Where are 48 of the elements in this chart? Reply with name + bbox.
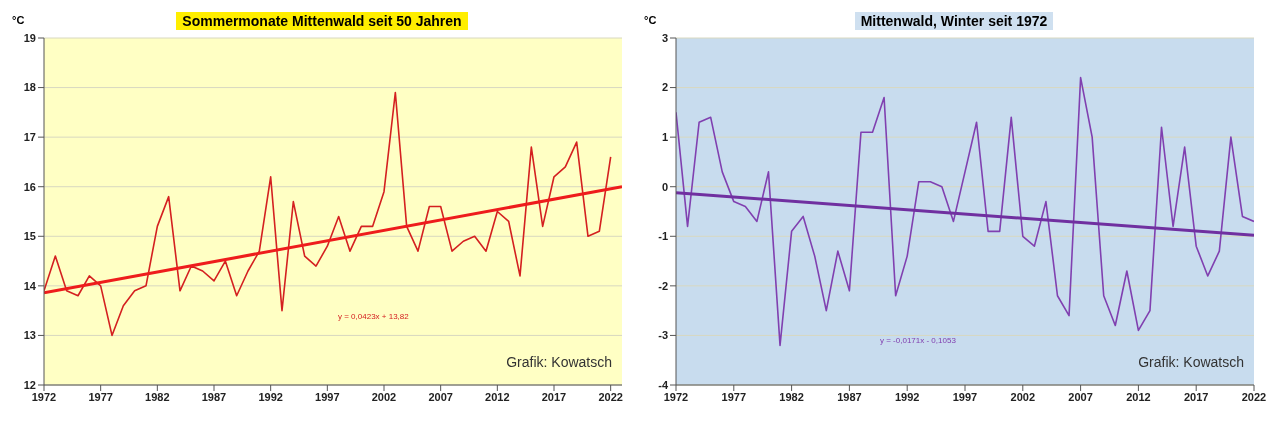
annotation: y = 0,0423x + 13,82 [338, 312, 409, 321]
x-tick-label: 2012 [485, 390, 510, 403]
x-tick-label: 1987 [837, 390, 862, 403]
line-series [44, 91, 612, 337]
y-tick-label: -2 [658, 279, 668, 292]
x-tick-label: 2022 [1241, 390, 1267, 403]
y-tick-label: 17 [23, 131, 36, 144]
annotation: Grafik: Kowatsch [506, 354, 612, 370]
y-tick-label: 18 [23, 81, 36, 94]
line-series [676, 76, 1254, 347]
x-tick-label: 1987 [201, 390, 227, 403]
y-axis-title: °C [644, 14, 657, 26]
x-tick-label: 1972 [663, 390, 689, 403]
x-tick-label: 2012 [1126, 390, 1151, 403]
x-tick-label: 2007 [1068, 390, 1093, 403]
annotation: y = -0,0171x - 0,1053 [880, 336, 956, 345]
annotation: Grafik: Kowatsch [1138, 354, 1244, 370]
y-tick-label: 19 [23, 31, 36, 44]
chart-title: Sommermonate Mittenwald seit 50 Jahren [176, 12, 468, 30]
y-tick-label: 0 [661, 180, 668, 193]
x-tick-label: 1982 [145, 390, 170, 403]
x-tick-label: 1982 [779, 390, 804, 403]
x-tick-label: 2002 [371, 390, 397, 403]
x-tick-label: 1972 [31, 390, 57, 403]
chart-title: Mittenwald, Winter seit 1972 [854, 12, 1054, 30]
x-tick-label: 2022 [598, 390, 623, 403]
x-tick-label: 1992 [258, 390, 283, 403]
x-tick-label: 1992 [894, 390, 920, 403]
y-tick-label: -4 [658, 378, 669, 391]
x-tick-label: 2017 [1183, 390, 1209, 403]
y-tick-label: 3 [661, 31, 668, 44]
y-tick-label: 14 [23, 279, 37, 292]
y-tick-label: -3 [658, 329, 668, 342]
y-tick-label: -1 [658, 230, 668, 243]
y-tick-label: 12 [23, 378, 36, 391]
x-tick-label: 2007 [428, 390, 453, 403]
y-tick-label: 13 [23, 329, 36, 342]
y-axis-title: °C [12, 14, 25, 26]
y-tick-label: 2 [661, 81, 668, 94]
y-tick-label: 1 [661, 131, 668, 144]
x-tick-label: 1997 [952, 390, 978, 403]
y-tick-label: 16 [23, 180, 36, 193]
y-tick-label: 15 [23, 230, 36, 243]
x-tick-label: 1997 [315, 390, 340, 403]
x-tick-label: 2017 [541, 390, 567, 403]
x-tick-label: 1977 [88, 390, 113, 403]
x-tick-label: 2002 [1010, 390, 1036, 403]
x-tick-label: 1977 [721, 390, 747, 403]
